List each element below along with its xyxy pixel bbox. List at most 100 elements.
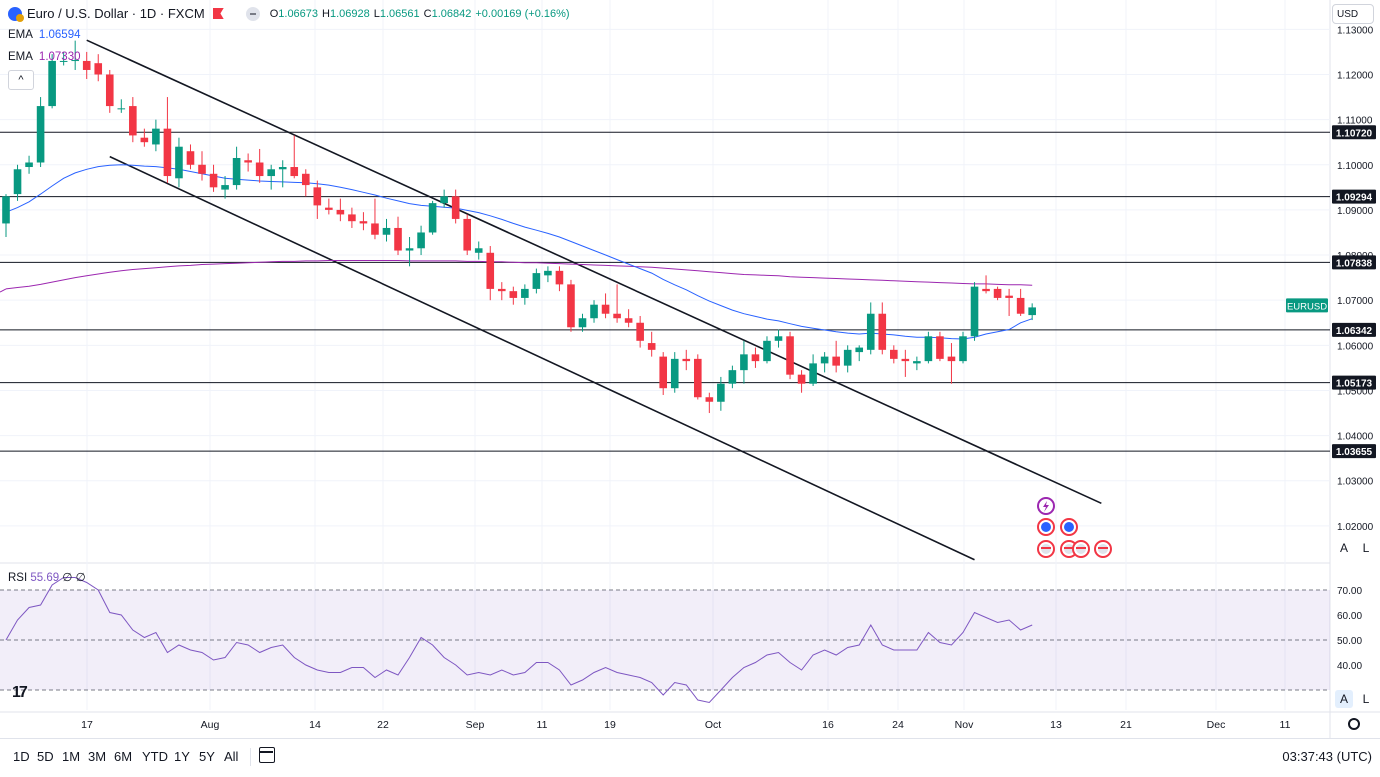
- candle-body[interactable]: [959, 336, 967, 362]
- candle-body[interactable]: [878, 313, 887, 350]
- candle-body[interactable]: [682, 358, 691, 362]
- candle-body[interactable]: [451, 196, 460, 219]
- candle-body[interactable]: [209, 173, 218, 188]
- candle-body[interactable]: [613, 313, 621, 319]
- candle-body[interactable]: [2, 196, 10, 224]
- timeframe-3m[interactable]: 3M: [88, 749, 107, 764]
- candle-body[interactable]: [463, 218, 471, 251]
- ema-slow-legend[interactable]: EMA 1.07330: [8, 51, 81, 63]
- timeframe-6m[interactable]: 6M: [114, 749, 133, 764]
- candle-body[interactable]: [774, 336, 783, 341]
- candle-body[interactable]: [647, 343, 656, 350]
- candle-body[interactable]: [751, 354, 760, 362]
- candle-body[interactable]: [382, 227, 391, 235]
- candle-body[interactable]: [186, 151, 195, 165]
- candle-body[interactable]: [486, 252, 495, 289]
- candle-body[interactable]: [947, 356, 956, 362]
- candle-body[interactable]: [601, 304, 610, 314]
- candle-body[interactable]: [198, 164, 206, 174]
- timeframe-1y[interactable]: 1Y: [174, 749, 190, 764]
- candle-body[interactable]: [348, 214, 356, 222]
- timeframe-5y[interactable]: 5Y: [199, 749, 215, 764]
- candle-body[interactable]: [509, 291, 518, 298]
- candle-body[interactable]: [820, 356, 829, 364]
- channel-lower-line[interactable]: [109, 155, 975, 561]
- candle-body[interactable]: [763, 340, 771, 362]
- candle-body[interactable]: [48, 60, 56, 107]
- ema-fast-legend[interactable]: EMA 1.06594: [8, 29, 81, 41]
- candle-body[interactable]: [117, 108, 126, 110]
- candle-body[interactable]: [405, 248, 414, 251]
- candle-body[interactable]: [924, 336, 933, 362]
- rsi-log-scale-button[interactable]: L: [1362, 692, 1370, 706]
- timeframe-1m[interactable]: 1M: [62, 749, 81, 764]
- candle-body[interactable]: [175, 146, 183, 179]
- candle-body[interactable]: [532, 273, 541, 289]
- candle-body[interactable]: [982, 288, 990, 292]
- candle-body[interactable]: [474, 248, 483, 253]
- utc-clock[interactable]: 03:37:43 (UTC): [1282, 749, 1372, 764]
- rsi-legend[interactable]: RSI 55.69 ∅ ∅: [8, 572, 86, 584]
- candle-body[interactable]: [843, 349, 852, 366]
- flag-icon[interactable]: [212, 8, 224, 19]
- candle-body[interactable]: [301, 173, 310, 186]
- candle-body[interactable]: [809, 363, 817, 384]
- candle-body[interactable]: [1028, 307, 1036, 316]
- candle-body[interactable]: [244, 160, 252, 163]
- market-status-icon[interactable]: [245, 6, 260, 21]
- candle-body[interactable]: [71, 60, 79, 62]
- candle-body[interactable]: [59, 60, 68, 62]
- candle-body[interactable]: [636, 322, 644, 341]
- candle-body[interactable]: [659, 356, 668, 389]
- rsi-line[interactable]: [5, 577, 1033, 704]
- candle-body[interactable]: [290, 167, 299, 177]
- candle-body[interactable]: [901, 358, 910, 362]
- candle-body[interactable]: [740, 354, 748, 371]
- tradingview-logo[interactable]: 17: [12, 684, 28, 701]
- candle-body[interactable]: [521, 288, 529, 298]
- candle-body[interactable]: [497, 288, 506, 292]
- candle-body[interactable]: [936, 336, 944, 359]
- candle-body[interactable]: [428, 203, 437, 233]
- candle-body[interactable]: [786, 336, 794, 375]
- candle-body[interactable]: [152, 128, 160, 145]
- candle-body[interactable]: [221, 185, 229, 190]
- candle-body[interactable]: [36, 106, 45, 163]
- candle-body[interactable]: [129, 106, 137, 136]
- candle-body[interactable]: [624, 318, 633, 323]
- timeframe-all[interactable]: All: [224, 749, 239, 764]
- candle-body[interactable]: [670, 358, 679, 389]
- candle-body[interactable]: [140, 137, 149, 143]
- rsi-auto-scale-button[interactable]: A: [1335, 690, 1353, 708]
- ema-fast-line[interactable]: [5, 164, 1033, 340]
- ema-slow-line[interactable]: [5, 260, 1033, 290]
- candle-body[interactable]: [578, 318, 587, 328]
- candle-body[interactable]: [705, 397, 714, 402]
- settings-gear-icon[interactable]: [1348, 718, 1360, 730]
- candle-body[interactable]: [82, 60, 91, 70]
- chart-canvas[interactable]: 1.130001.120001.110001.100001.090001.080…: [0, 0, 1380, 738]
- auto-scale-button[interactable]: A: [1339, 541, 1348, 555]
- candle-body[interactable]: [866, 313, 875, 350]
- symbol-title[interactable]: Euro / U.S. Dollar · 1D · FXCM: [27, 6, 205, 21]
- candle-body[interactable]: [797, 374, 806, 384]
- candle-body[interactable]: [970, 286, 979, 337]
- candle-body[interactable]: [13, 169, 22, 195]
- candle-body[interactable]: [371, 223, 379, 235]
- currency-selector[interactable]: USD: [1332, 4, 1374, 24]
- candle-body[interactable]: [325, 207, 333, 210]
- candle-body[interactable]: [25, 162, 33, 168]
- candle-body[interactable]: [832, 356, 840, 366]
- candle-body[interactable]: [913, 361, 921, 364]
- candle-body[interactable]: [590, 304, 598, 319]
- candle-body[interactable]: [359, 221, 368, 224]
- candle-body[interactable]: [1016, 297, 1025, 314]
- candle-body[interactable]: [717, 383, 725, 402]
- candle-body[interactable]: [440, 196, 448, 204]
- candle-body[interactable]: [993, 288, 1002, 298]
- candle-body[interactable]: [694, 358, 702, 398]
- candle-body[interactable]: [105, 74, 114, 107]
- candle-body[interactable]: [267, 169, 275, 177]
- log-scale-button[interactable]: L: [1362, 541, 1370, 555]
- collapse-legend-button[interactable]: ^: [8, 70, 34, 90]
